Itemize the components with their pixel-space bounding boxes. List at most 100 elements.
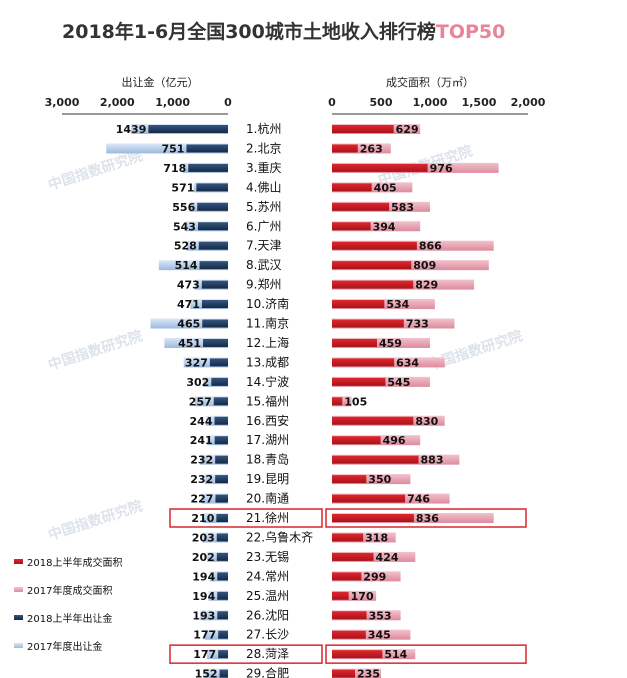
left-axis-label: 出让金（亿元） xyxy=(122,75,199,89)
chart-row: 193 26.沈阳 353 xyxy=(192,607,401,622)
label-revenue-2018: 241 xyxy=(190,434,213,447)
label-area-2018: 829 xyxy=(415,279,438,292)
left-tick-label: 1,000 xyxy=(155,96,190,109)
bar-area-2018 xyxy=(332,455,419,464)
city-label: 22.乌鲁木齐 xyxy=(246,529,313,544)
bar-area-2018 xyxy=(332,436,381,445)
bar-area-2017 xyxy=(332,221,421,232)
city-label: 29.合肥 xyxy=(246,666,289,678)
label-area-2018: 235 xyxy=(357,668,380,678)
right-tick-label: 2,000 xyxy=(511,96,546,109)
bar-area-2018 xyxy=(332,144,358,153)
label-area-2018: 830 xyxy=(415,415,438,428)
bar-area-2018 xyxy=(332,377,386,386)
bar-revenue-2018 xyxy=(216,552,228,561)
chart-row: 244 16.西安 830 xyxy=(190,413,445,428)
chart-row: 232 19.昆明 350 xyxy=(190,472,411,486)
bar-area-2018 xyxy=(332,533,364,542)
label-area-2018: 299 xyxy=(363,570,386,583)
highlight-box-right xyxy=(325,508,527,528)
label-revenue-2018: 543 xyxy=(173,220,196,233)
bar-area-2018 xyxy=(332,630,366,639)
highlight-box-left xyxy=(169,508,323,528)
bar-revenue-2017 xyxy=(201,493,228,504)
bar-revenue-2018 xyxy=(215,475,228,484)
city-label: 16.西安 xyxy=(246,413,289,428)
label-revenue-2018: 556 xyxy=(172,201,195,214)
city-label: 17.湖州 xyxy=(246,432,289,447)
bar-revenue-2018 xyxy=(199,261,228,270)
bar-revenue-2018 xyxy=(213,397,228,406)
bar-area-2018 xyxy=(332,494,406,503)
city-label: 8.武汉 xyxy=(246,258,281,272)
bar-revenue-2018 xyxy=(148,125,228,133)
label-area-2018: 263 xyxy=(360,142,383,155)
legend-swatch xyxy=(14,643,23,648)
label-area-2018: 514 xyxy=(384,648,407,661)
bar-revenue-2018 xyxy=(201,280,228,289)
label-area-2018: 534 xyxy=(386,298,409,311)
chart-row: 177 28.菏泽 514 xyxy=(193,647,416,661)
city-label: 10.济南 xyxy=(246,296,289,311)
bar-revenue-2018 xyxy=(218,630,228,639)
label-area-2018: 459 xyxy=(379,337,402,350)
bar-revenue-2018 xyxy=(202,319,228,328)
label-revenue-2018: 227 xyxy=(190,493,213,506)
label-area-2018: 545 xyxy=(387,376,410,389)
chart-row: 257 15.福州 105 xyxy=(189,393,367,408)
watermark: 中国指数研究院 xyxy=(46,497,144,543)
right-tick-label: 1,000 xyxy=(413,96,448,109)
bar-revenue-2018 xyxy=(209,358,228,367)
city-label: 12.上海 xyxy=(246,335,289,350)
chart-row: 1439 1.杭州 629 xyxy=(116,121,421,136)
bar-area-2018 xyxy=(332,300,385,309)
bar-revenue-2018 xyxy=(217,611,228,620)
bar-revenue-2017 xyxy=(203,513,228,523)
label-revenue-2018: 177 xyxy=(193,629,216,642)
chart-row: 202 23.无锡 424 xyxy=(192,549,416,564)
chart-row: 465 11.南京 733 xyxy=(150,316,455,331)
chart-row: 556 5.苏州 583 xyxy=(172,200,430,214)
city-label: 26.沈阳 xyxy=(246,607,289,622)
right-axis-ticks: 0 500 1,000 1,500 2,000 xyxy=(328,96,546,109)
label-revenue-2018: 718 xyxy=(163,162,186,175)
chart-row: 203 22.乌鲁木齐 318 xyxy=(192,529,396,544)
bar-area-2017 xyxy=(332,337,430,348)
label-area-2018: 318 xyxy=(365,531,388,544)
bar-area-2018 xyxy=(332,611,367,620)
bar-revenue-2018 xyxy=(198,241,228,250)
label-revenue-2018: 210 xyxy=(191,512,214,525)
city-label: 18.青岛 xyxy=(246,452,289,467)
bar-area-2017 xyxy=(332,143,391,154)
label-area-2018: 345 xyxy=(368,629,391,642)
label-area-2018: 836 xyxy=(416,512,439,525)
label-revenue-2018: 194 xyxy=(192,570,215,583)
label-revenue-2018: 244 xyxy=(190,415,213,428)
city-label: 1.杭州 xyxy=(246,121,281,136)
bar-revenue-2018 xyxy=(188,163,228,172)
city-label: 6.广州 xyxy=(246,219,281,233)
bar-revenue-2018 xyxy=(218,650,228,659)
city-label: 2.北京 xyxy=(246,141,281,155)
bar-revenue-2018 xyxy=(196,183,228,192)
chart-row: 227 20.南通 746 xyxy=(190,491,450,506)
label-revenue-2018: 465 xyxy=(177,318,200,331)
label-revenue-2018: 194 xyxy=(192,590,215,603)
bar-area-2018 xyxy=(332,241,417,250)
highlight-box-right xyxy=(325,644,527,664)
bar-revenue-2018 xyxy=(203,338,228,347)
label-revenue-2018: 528 xyxy=(174,240,197,253)
city-label: 5.苏州 xyxy=(246,200,281,214)
label-revenue-2018: 232 xyxy=(190,473,213,486)
chart-row: 302 14.宁波 545 xyxy=(186,374,430,389)
label-area-2018: 105 xyxy=(344,395,367,408)
right-tick-label: 1,500 xyxy=(462,96,497,109)
label-area-2018: 809 xyxy=(413,259,436,272)
label-revenue-2018: 514 xyxy=(175,259,198,272)
label-area-2018: 353 xyxy=(369,609,392,622)
highlight-boxes xyxy=(169,508,527,664)
chart-row: 718 3.重庆 976 xyxy=(163,161,499,175)
bar-area-2018 xyxy=(332,552,374,561)
legend: 2018上半年成交面积 2017年度成交面积 2018上半年出让金 2017年度出让金 xyxy=(14,556,122,653)
city-label: 3.重庆 xyxy=(246,161,281,175)
